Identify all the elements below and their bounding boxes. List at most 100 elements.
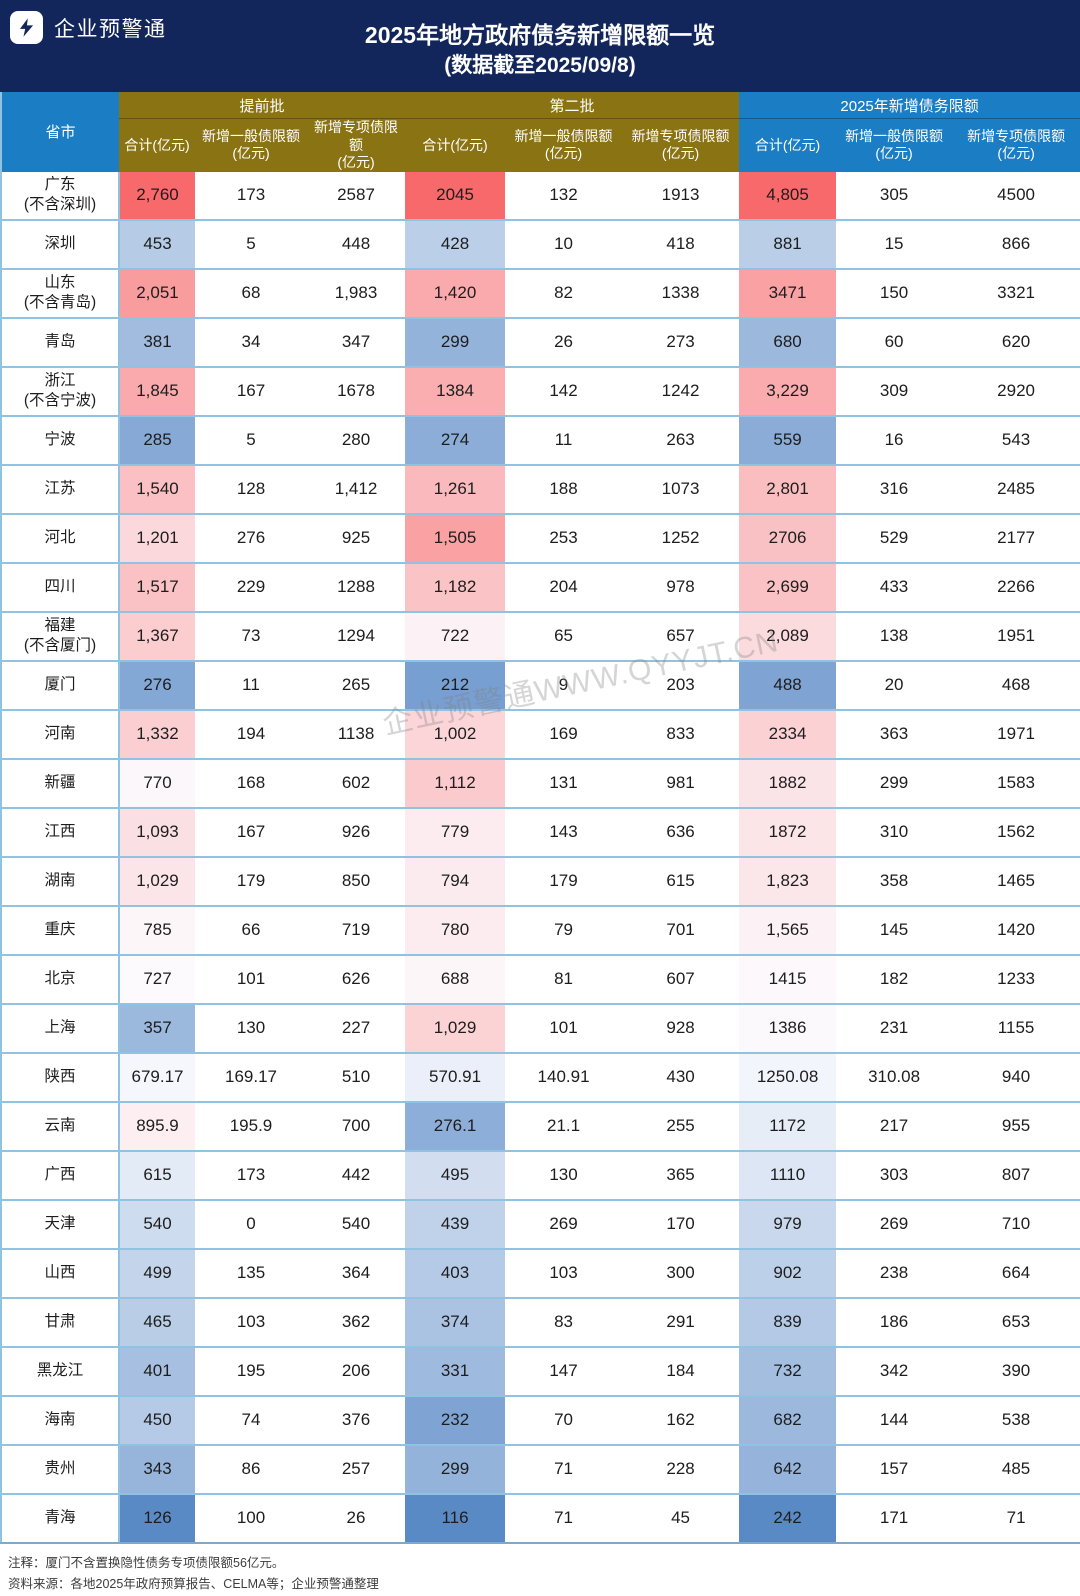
group-header-2025-total: 2025年新增债务限额: [739, 92, 1080, 119]
total-value-cell: 1,093: [119, 808, 195, 857]
value-cell: 173: [195, 1151, 307, 1200]
value-cell: 485: [952, 1445, 1080, 1494]
value-cell: 540: [307, 1200, 405, 1249]
value-cell: 130: [505, 1151, 622, 1200]
value-cell: 273: [622, 318, 739, 367]
total-value-cell: 1,002: [405, 710, 505, 759]
value-cell: 168: [195, 759, 307, 808]
total-value-cell: 1,261: [405, 465, 505, 514]
value-cell: 1562: [952, 808, 1080, 857]
province-cell: 江苏: [1, 465, 119, 514]
province-cell: 四川: [1, 563, 119, 612]
value-cell: 1465: [952, 857, 1080, 906]
value-cell: 71: [505, 1494, 622, 1543]
value-cell: 130: [195, 1004, 307, 1053]
value-cell: 955: [952, 1102, 1080, 1151]
value-cell: 74: [195, 1396, 307, 1445]
total-value-cell: 780: [405, 906, 505, 955]
value-cell: 70: [505, 1396, 622, 1445]
value-cell: 2587: [307, 172, 405, 220]
value-cell: 363: [836, 710, 952, 759]
total-value-cell: 770: [119, 759, 195, 808]
top-bar: 企业预警通 2025年地方政府债务新增限额一览 (数据截至2025/09/8): [0, 0, 1080, 92]
value-cell: 305: [836, 172, 952, 220]
col-header-batch2-general: 新增一般债限额 (亿元): [505, 119, 622, 172]
total-value-cell: 794: [405, 857, 505, 906]
value-cell: 2920: [952, 367, 1080, 416]
value-cell: 364: [307, 1249, 405, 1298]
value-cell: 228: [622, 1445, 739, 1494]
province-cell: 广东 (不含深圳): [1, 172, 119, 220]
province-cell: 宁波: [1, 416, 119, 465]
value-cell: 101: [505, 1004, 622, 1053]
value-cell: 291: [622, 1298, 739, 1347]
value-cell: 866: [952, 220, 1080, 269]
value-cell: 358: [836, 857, 952, 906]
value-cell: 1294: [307, 612, 405, 661]
total-value-cell: 722: [405, 612, 505, 661]
value-cell: 510: [307, 1053, 405, 1102]
value-cell: 365: [622, 1151, 739, 1200]
value-cell: 1583: [952, 759, 1080, 808]
total-value-cell: 1,182: [405, 563, 505, 612]
province-cell: 贵州: [1, 1445, 119, 1494]
value-cell: 4500: [952, 172, 1080, 220]
value-cell: 71: [505, 1445, 622, 1494]
total-value-cell: 895.9: [119, 1102, 195, 1151]
value-cell: 269: [836, 1200, 952, 1249]
province-column-header: 省市: [1, 92, 119, 172]
value-cell: 71: [952, 1494, 1080, 1543]
value-cell: 184: [622, 1347, 739, 1396]
total-value-cell: 499: [119, 1249, 195, 1298]
total-value-cell: 979: [739, 1200, 836, 1249]
value-cell: 34: [195, 318, 307, 367]
province-cell: 厦门: [1, 661, 119, 710]
value-cell: 1971: [952, 710, 1080, 759]
province-cell: 青海: [1, 1494, 119, 1543]
province-cell: 河南: [1, 710, 119, 759]
total-value-cell: 299: [405, 1445, 505, 1494]
value-cell: 253: [505, 514, 622, 563]
total-value-cell: 1,332: [119, 710, 195, 759]
province-cell: 北京: [1, 955, 119, 1004]
col-header-batch1-general: 新增一般债限额 (亿元): [195, 119, 307, 172]
total-value-cell: 1,029: [405, 1004, 505, 1053]
total-value-cell: 642: [739, 1445, 836, 1494]
total-value-cell: 1,565: [739, 906, 836, 955]
value-cell: 926: [307, 808, 405, 857]
value-cell: 169.17: [195, 1053, 307, 1102]
total-value-cell: 881: [739, 220, 836, 269]
province-cell: 天津: [1, 1200, 119, 1249]
lightning-icon: [10, 11, 43, 44]
value-cell: 167: [195, 808, 307, 857]
value-cell: 217: [836, 1102, 952, 1151]
value-cell: 231: [836, 1004, 952, 1053]
value-cell: 981: [622, 759, 739, 808]
value-cell: 342: [836, 1347, 952, 1396]
debt-quota-table: 省市 提前批 第二批 2025年新增债务限额 合计(亿元) 新增一般债限额 (亿…: [0, 92, 1080, 1544]
total-value-cell: 381: [119, 318, 195, 367]
province-cell: 广西: [1, 1151, 119, 1200]
total-value-cell: 1,367: [119, 612, 195, 661]
value-cell: 238: [836, 1249, 952, 1298]
value-cell: 21.1: [505, 1102, 622, 1151]
footer-notes: 注释：厦门不含置换隐性债务专项债限额56亿元。 资料来源：各地2025年政府预算…: [0, 1544, 1080, 1596]
value-cell: 147: [505, 1347, 622, 1396]
province-cell: 深圳: [1, 220, 119, 269]
value-cell: 179: [505, 857, 622, 906]
value-cell: 418: [622, 220, 739, 269]
col-header-batch2-special: 新增专项债限额 (亿元): [622, 119, 739, 172]
value-cell: 11: [195, 661, 307, 710]
total-value-cell: 1110: [739, 1151, 836, 1200]
total-value-cell: 357: [119, 1004, 195, 1053]
province-cell: 江西: [1, 808, 119, 857]
